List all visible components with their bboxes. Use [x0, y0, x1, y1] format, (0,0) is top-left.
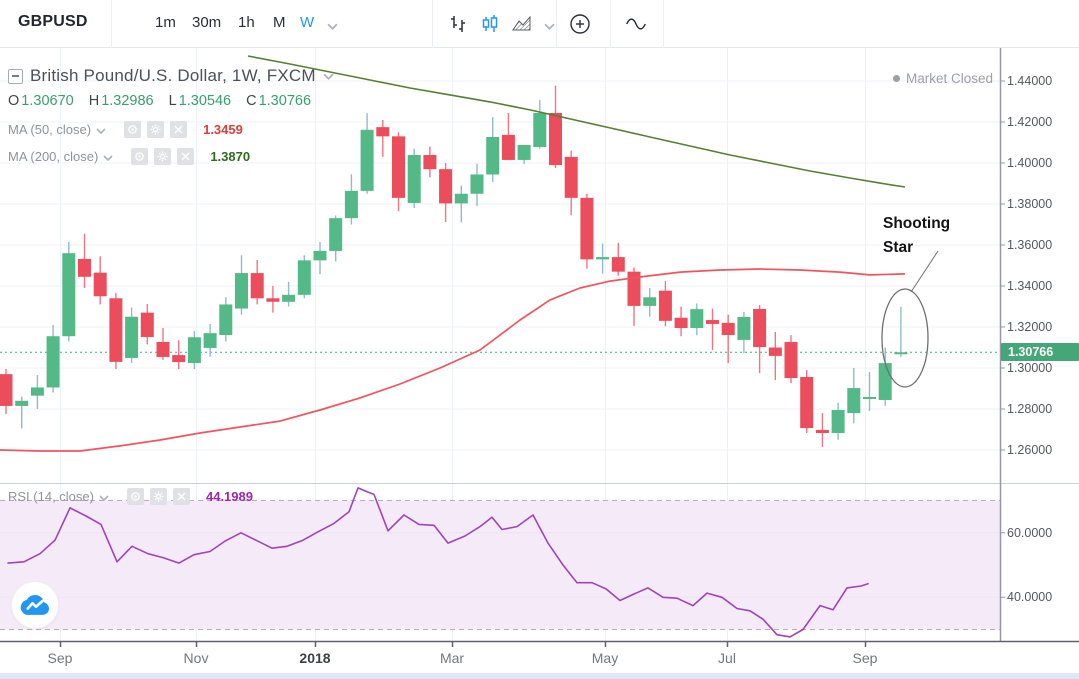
interval-menu-chevron-icon[interactable]	[320, 14, 344, 38]
interval-button-1h[interactable]: 1h	[238, 14, 255, 31]
ohlc-row: O 1.30670 H 1.32986 L 1.30546 C 1.30766	[8, 91, 334, 111]
rsi-visibility-icon[interactable]	[126, 487, 144, 505]
chart-legend: British Pound/U.S. Dollar, 1W, FXCM O 1.3…	[8, 64, 334, 165]
shooting-star-annotation[interactable]: Shooting Star	[883, 215, 951, 257]
ma200-value: 1.3870	[210, 148, 251, 164]
ma50-visibility-icon[interactable]	[124, 120, 142, 138]
close-value: 1.30766	[258, 93, 312, 109]
close-label: C	[246, 93, 257, 109]
compare-add-icon[interactable]	[568, 12, 592, 36]
open-label: O	[8, 93, 20, 109]
rsi-line	[7, 487, 869, 638]
low-value: 1.30546	[178, 93, 232, 109]
rsi-row: RSI (14, close) 44.1989	[8, 487, 253, 505]
symbol-menu-chevron-icon[interactable]	[323, 73, 334, 80]
ma50-value: 1.3459	[203, 121, 243, 137]
candles-layer	[0, 85, 908, 447]
rsi-value: 44.1989	[205, 488, 253, 504]
ma200-remove-icon[interactable]	[177, 147, 195, 165]
price-tick-label: 1.32000	[1007, 320, 1053, 334]
interval-button-30m[interactable]: 30m	[192, 14, 222, 31]
toolbar-separator	[111, 0, 112, 48]
grid-layer	[0, 48, 1000, 641]
time-tick-label: Mar	[439, 650, 465, 666]
ma50-chevron-icon[interactable]	[96, 127, 106, 134]
market-status-label: Market Closed	[905, 71, 993, 86]
price-tick-label: 1.44000	[1007, 74, 1053, 88]
symbol-title[interactable]: British Pound/U.S. Dollar, 1W, FXCM	[30, 66, 316, 85]
interval-button-M[interactable]: M	[273, 14, 286, 31]
cloud-chart-icon	[20, 595, 49, 615]
rsi-settings-gear-icon[interactable]	[149, 487, 167, 505]
open-value: 1.30670	[21, 93, 74, 109]
rsi-chevron-icon[interactable]	[99, 494, 109, 501]
shooting-star-ellipse	[881, 288, 929, 388]
toolbar-separator	[556, 0, 557, 48]
toolbar-separator	[432, 0, 433, 48]
shooting-star-pointer-line	[910, 250, 939, 293]
symbol-button[interactable]: GBPUSD	[18, 13, 88, 30]
high-label: H	[88, 93, 100, 109]
annotation-shapes-layer[interactable]	[881, 250, 939, 388]
price-tick-label: 1.42000	[1007, 115, 1053, 129]
price-tick-label: 1.28000	[1007, 402, 1053, 416]
price-tick-label: 1.40000	[1007, 156, 1053, 170]
ma50-line	[0, 268, 906, 452]
legend-collapse-icon[interactable]	[8, 68, 23, 84]
time-tick-label: May	[591, 650, 619, 666]
ma200-line	[247, 55, 906, 188]
time-tick-label: Sep	[47, 650, 73, 666]
interval-button-W[interactable]: W	[300, 14, 315, 31]
ma50-row: MA (50, close) 1.3459	[8, 120, 334, 138]
bar-chart-type-icon[interactable]	[446, 12, 470, 36]
indicators-wave-icon[interactable]	[624, 12, 648, 36]
rsi-legend: RSI (14, close) 44.1989	[8, 487, 253, 505]
ma200-visibility-icon[interactable]	[131, 147, 149, 165]
ma50-remove-icon[interactable]	[170, 120, 188, 138]
time-tick-label-year: 2018	[299, 650, 331, 666]
ma-layer	[0, 55, 906, 452]
time-tick-label: Jul	[718, 650, 736, 666]
bottom-page-strip	[0, 673, 1079, 679]
chart-toolbar: GBPUSD 1m 30m 1h M W	[0, 0, 1079, 48]
rsi-tick-label: 60.0000	[1007, 526, 1053, 540]
toolbar-separator	[610, 0, 611, 48]
interval-button-1m[interactable]: 1m	[155, 14, 176, 31]
ma200-chevron-icon[interactable]	[103, 154, 113, 161]
price-tick-label: 1.36000	[1007, 238, 1053, 252]
last-price-label: 1.30766	[1001, 343, 1079, 361]
ma50-settings-gear-icon[interactable]	[147, 120, 165, 138]
axes-layer	[0, 48, 1079, 647]
candlestick-chart-type-icon[interactable]	[478, 12, 502, 36]
time-tick-label: Sep	[852, 650, 878, 666]
rsi-pane-layer	[0, 487, 1000, 638]
time-tick-label: Nov	[183, 650, 209, 666]
ma50-label: MA (50, close)	[8, 121, 92, 137]
high-value: 1.32986	[101, 93, 154, 109]
price-tick-label: 1.30000	[1007, 361, 1053, 375]
price-tick-label: 1.26000	[1007, 443, 1053, 457]
rsi-label: RSI (14, close)	[8, 488, 94, 504]
rsi-tick-label: 40.0000	[1007, 590, 1053, 604]
ma200-row: MA (200, close) 1.3870	[8, 147, 334, 165]
market-status: Market Closed	[892, 71, 993, 86]
rsi-remove-icon[interactable]	[172, 487, 190, 505]
low-label: L	[168, 93, 177, 109]
ma200-label: MA (200, close)	[8, 148, 99, 164]
tradingview-logo[interactable]	[12, 582, 58, 628]
market-closed-dot-icon	[892, 75, 900, 82]
chart-type-menu-chevron-icon[interactable]	[537, 14, 561, 38]
ma200-settings-gear-icon[interactable]	[154, 147, 172, 165]
price-tick-label: 1.34000	[1007, 279, 1053, 293]
toolbar-separator	[663, 0, 664, 48]
area-chart-type-icon[interactable]	[510, 12, 534, 36]
price-tick-label: 1.38000	[1007, 197, 1053, 211]
